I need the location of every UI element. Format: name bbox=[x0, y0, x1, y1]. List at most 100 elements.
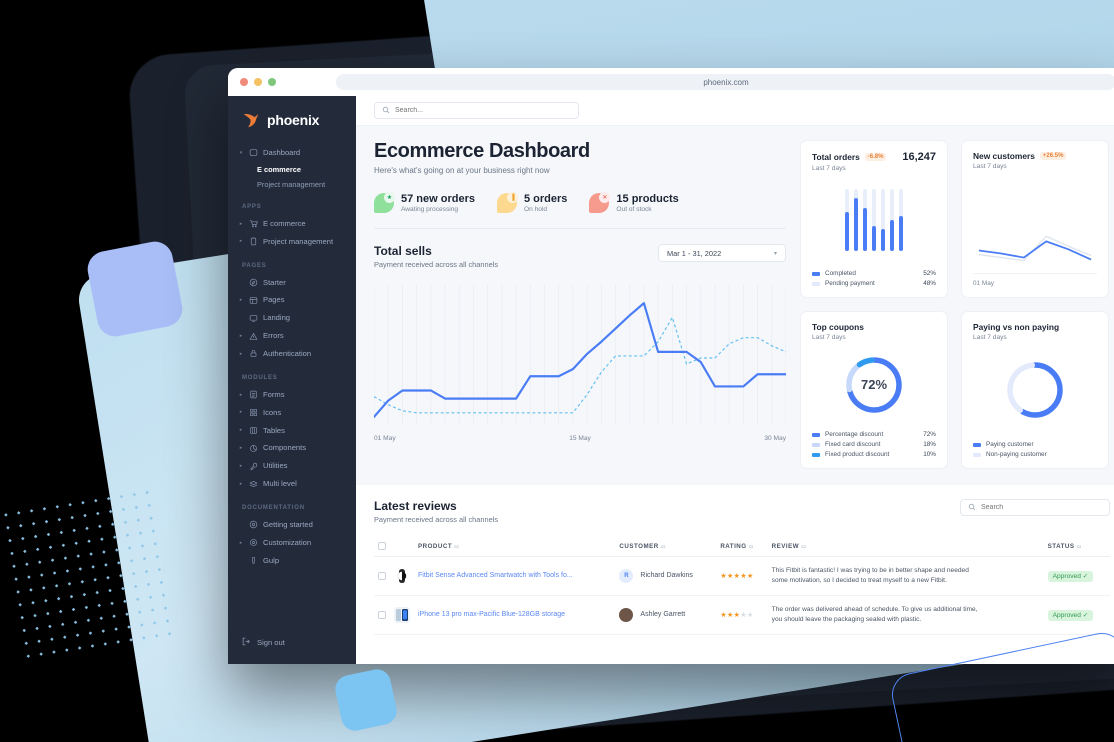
sidebar-item-label: Pages bbox=[263, 295, 285, 305]
star-badge-icon: ★ bbox=[374, 192, 395, 213]
sidebar-item-dashboard[interactable]: ▾ Dashboard bbox=[228, 144, 356, 162]
sidebar-item-gulp[interactable]: Gulp bbox=[228, 552, 356, 570]
sidebar-item-starter[interactable]: Starter bbox=[228, 274, 356, 292]
product-thumbnail bbox=[394, 606, 410, 623]
row-select-cell[interactable] bbox=[374, 595, 390, 635]
product-name[interactable]: Fitbit Sense Advanced Smartwatch with To… bbox=[418, 572, 573, 580]
sidebar-item-getting-started[interactable]: Getting started bbox=[228, 516, 356, 534]
main-content: Ecommerce Dashboard Here's what's going … bbox=[356, 96, 1114, 664]
status-badge: Approved ✓ bbox=[1047, 570, 1094, 582]
column-header-review[interactable]: REVIEW ▭ bbox=[767, 536, 1044, 557]
legend-item: Paying customer bbox=[973, 441, 1097, 448]
column-header-label: PRODUCT bbox=[418, 542, 453, 550]
bar bbox=[845, 188, 849, 251]
sidebar-item-landing[interactable]: Landing bbox=[228, 309, 356, 327]
sidebar-item-authentication[interactable]: ▸ Authentication bbox=[228, 345, 356, 363]
thumb-header bbox=[390, 536, 414, 557]
decorative-lavender-square bbox=[84, 238, 186, 340]
column-header-label: RATING bbox=[720, 542, 747, 550]
wrench-icon bbox=[249, 462, 258, 471]
column-header-product[interactable]: PRODUCT ▭ bbox=[414, 536, 616, 557]
sign-out-button[interactable]: Sign out bbox=[228, 627, 356, 664]
search-input[interactable] bbox=[395, 107, 571, 114]
total-orders-title: Total orders bbox=[812, 152, 860, 162]
product-cell[interactable]: iPhone 13 pro max-Pacific Blue-128GB sto… bbox=[414, 595, 616, 635]
url-bar[interactable]: phoenix.com bbox=[336, 74, 1114, 90]
close-window-icon[interactable] bbox=[240, 78, 248, 86]
sidebar-item-label: Project management bbox=[263, 236, 334, 246]
legend-label: Percentage discount bbox=[825, 431, 884, 438]
sidebar-item-components[interactable]: ▸ Components bbox=[228, 439, 356, 457]
sidebar-item-label: E commerce bbox=[263, 218, 306, 228]
select-all-checkbox[interactable] bbox=[378, 542, 386, 550]
minimize-window-icon[interactable] bbox=[254, 78, 262, 86]
global-search[interactable] bbox=[374, 102, 579, 119]
warning-triangle-icon bbox=[249, 332, 258, 341]
product-name[interactable]: iPhone 13 pro max-Pacific Blue-128GB sto… bbox=[418, 611, 566, 619]
product-cell[interactable]: Fitbit Sense Advanced Smartwatch with To… bbox=[414, 556, 616, 596]
maximize-window-icon[interactable] bbox=[268, 78, 276, 86]
x-tick-start: 01 May bbox=[374, 435, 396, 442]
legend-value: 52% bbox=[923, 270, 936, 277]
sidebar-item-project-management[interactable]: ▸ Project management bbox=[228, 233, 356, 251]
monitor-icon bbox=[249, 314, 258, 323]
table-row[interactable]: iPhone 13 pro max-Pacific Blue-128GB sto… bbox=[374, 595, 1110, 635]
sidebar-item-utilities[interactable]: ▸ Utilities bbox=[228, 457, 356, 475]
sidebar-item-label: Tables bbox=[263, 425, 285, 435]
legend-item: Non-paying customer bbox=[973, 451, 1097, 458]
row-select-cell[interactable] bbox=[374, 556, 390, 596]
column-header-status[interactable]: STATUS ▭ bbox=[1043, 536, 1110, 557]
legend-label: Non-paying customer bbox=[986, 451, 1047, 458]
lock-icon bbox=[249, 349, 258, 358]
status-cell: Approved ✓ bbox=[1043, 595, 1110, 635]
row-checkbox[interactable] bbox=[378, 571, 386, 580]
latest-reviews-section: Latest reviews Payment received across a… bbox=[356, 485, 1114, 664]
sidebar-item-pages[interactable]: ▸ Pages bbox=[228, 291, 356, 309]
top-coupons-legend: Percentage discount 72% Fixed card discoun… bbox=[812, 428, 936, 458]
sidebar-subitem-project-management[interactable]: Project management bbox=[257, 179, 326, 189]
total-orders-bar-chart bbox=[845, 188, 903, 251]
legend-item: Fixed card discount 18% bbox=[812, 441, 936, 448]
sidebar-item-icons[interactable]: ▸ Icons bbox=[228, 404, 356, 422]
sidebar-item-label: Forms bbox=[263, 389, 285, 399]
reviews-search-input[interactable] bbox=[981, 504, 1102, 511]
column-header-customer[interactable]: CUSTOMER ▭ bbox=[615, 536, 717, 557]
paying-period: Last 7 days bbox=[973, 334, 1007, 341]
sort-icon: ▭ bbox=[1076, 543, 1082, 550]
bar bbox=[899, 188, 903, 251]
reviews-search[interactable] bbox=[960, 499, 1110, 516]
x-tick-mid: 15 May bbox=[569, 435, 591, 442]
clipboard-icon bbox=[249, 237, 258, 246]
sidebar-item-e-commerce[interactable]: ▸ E commerce bbox=[228, 215, 356, 233]
legend-swatch bbox=[812, 281, 820, 286]
avatar: R bbox=[619, 568, 634, 583]
quick-stat-value: 5 orders bbox=[523, 193, 568, 205]
brand[interactable]: phoenix bbox=[228, 108, 356, 144]
select-all-header[interactable] bbox=[374, 536, 390, 557]
expand-caret-icon: ▸ bbox=[239, 480, 243, 487]
sidebar-item-customization[interactable]: ▸ Customization bbox=[228, 534, 356, 552]
row-checkbox[interactable] bbox=[378, 610, 386, 619]
sidebar-item-forms[interactable]: ▸ Forms bbox=[228, 386, 356, 404]
paying-donut bbox=[1007, 361, 1063, 418]
customer-cell: R Richard Dawkins bbox=[615, 556, 717, 596]
sidebar-item-label: Getting started bbox=[263, 520, 313, 530]
legend-swatch bbox=[973, 452, 981, 457]
status-cell: Approved ✓ bbox=[1043, 556, 1110, 596]
legend-label: Pending payment bbox=[825, 280, 875, 287]
sidebar-item-errors[interactable]: ▸ Errors bbox=[228, 327, 356, 345]
total-sells-plot bbox=[372, 285, 788, 425]
table-row[interactable]: Fitbit Sense Advanced Smartwatch with To… bbox=[374, 556, 1110, 596]
expand-caret-icon: ▸ bbox=[239, 445, 243, 452]
sidebar-subitem-e-commerce[interactable]: E commerce bbox=[257, 164, 301, 174]
form-icon bbox=[249, 390, 258, 399]
quick-stats: ★ 57 new orders Awating processing ▐ 5 order… bbox=[374, 192, 786, 229]
date-range-select[interactable]: Mar 1 - 31, 2022 ▾ bbox=[658, 244, 786, 262]
table-icon bbox=[249, 426, 258, 435]
new-customers-x-label: 01 May bbox=[973, 280, 994, 287]
column-header-rating[interactable]: RATING ▭ bbox=[716, 536, 768, 557]
window-controls[interactable] bbox=[240, 78, 276, 86]
sidebar-item-tables[interactable]: ▸ Tables bbox=[228, 422, 356, 440]
sidebar-item-multi-level[interactable]: ▸ Multi level bbox=[228, 475, 356, 493]
